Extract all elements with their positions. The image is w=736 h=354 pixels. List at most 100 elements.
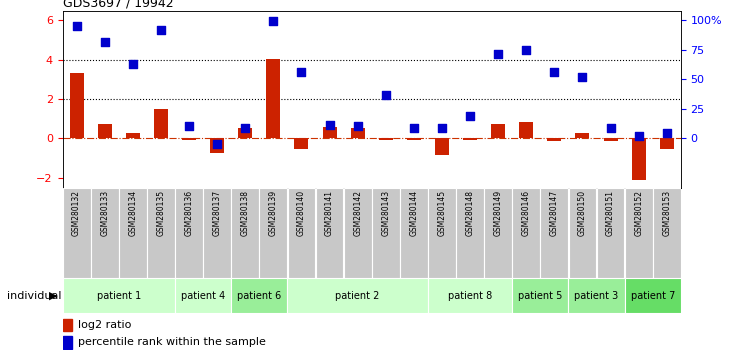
Point bbox=[239, 125, 251, 131]
Bar bbox=[625, 278, 681, 313]
Text: GSM280143: GSM280143 bbox=[381, 190, 390, 236]
Text: GSM280145: GSM280145 bbox=[437, 190, 447, 236]
Bar bbox=[350, 128, 364, 138]
Bar bbox=[463, 138, 477, 141]
Bar bbox=[203, 188, 231, 278]
Point bbox=[661, 130, 673, 136]
Point bbox=[436, 125, 447, 131]
Point bbox=[71, 23, 82, 29]
Bar bbox=[231, 278, 287, 313]
Text: GSM280150: GSM280150 bbox=[578, 190, 587, 236]
Text: GSM280152: GSM280152 bbox=[634, 190, 643, 236]
Text: GSM280134: GSM280134 bbox=[128, 190, 138, 236]
Text: GSM280139: GSM280139 bbox=[269, 190, 277, 236]
Bar bbox=[400, 188, 428, 278]
Bar bbox=[231, 188, 259, 278]
Point bbox=[548, 69, 560, 74]
Bar bbox=[519, 122, 534, 138]
Text: GSM280142: GSM280142 bbox=[353, 190, 362, 236]
Point bbox=[408, 125, 420, 131]
Bar bbox=[512, 188, 540, 278]
Bar bbox=[210, 138, 224, 153]
Bar bbox=[63, 336, 72, 349]
Bar bbox=[266, 59, 280, 138]
Bar bbox=[70, 73, 84, 138]
Text: GSM280148: GSM280148 bbox=[466, 190, 475, 236]
Text: ▶: ▶ bbox=[49, 291, 58, 301]
Bar bbox=[407, 138, 421, 140]
Point bbox=[296, 69, 308, 74]
Text: patient 6: patient 6 bbox=[237, 291, 281, 301]
Bar bbox=[344, 188, 372, 278]
Bar bbox=[98, 124, 112, 138]
Point bbox=[520, 47, 532, 53]
Bar bbox=[316, 188, 344, 278]
Text: patient 4: patient 4 bbox=[181, 291, 225, 301]
Bar bbox=[379, 138, 393, 141]
Bar bbox=[512, 278, 568, 313]
Text: GSM280137: GSM280137 bbox=[213, 190, 222, 236]
Bar bbox=[91, 188, 118, 278]
Bar bbox=[287, 278, 428, 313]
Bar bbox=[322, 127, 336, 138]
Bar bbox=[604, 138, 618, 141]
Text: GSM280149: GSM280149 bbox=[494, 190, 503, 236]
Text: patient 1: patient 1 bbox=[96, 291, 141, 301]
Point bbox=[155, 28, 167, 33]
Text: GDS3697 / 19942: GDS3697 / 19942 bbox=[63, 0, 173, 10]
Text: GSM280135: GSM280135 bbox=[157, 190, 166, 236]
Point bbox=[183, 123, 195, 129]
Point bbox=[267, 19, 279, 24]
Text: patient 7: patient 7 bbox=[631, 291, 675, 301]
Bar bbox=[568, 188, 596, 278]
Point bbox=[127, 61, 138, 67]
Bar bbox=[238, 128, 252, 138]
Text: GSM280153: GSM280153 bbox=[662, 190, 671, 236]
Text: GSM280147: GSM280147 bbox=[550, 190, 559, 236]
Text: GSM280151: GSM280151 bbox=[606, 190, 615, 236]
Bar bbox=[631, 138, 645, 180]
Bar bbox=[126, 133, 140, 138]
Text: GSM280144: GSM280144 bbox=[409, 190, 418, 236]
Text: patient 3: patient 3 bbox=[574, 291, 619, 301]
Bar bbox=[568, 278, 625, 313]
Point bbox=[464, 113, 476, 119]
Bar bbox=[435, 138, 449, 155]
Bar bbox=[259, 188, 287, 278]
Bar bbox=[576, 133, 590, 138]
Bar bbox=[540, 188, 568, 278]
Bar bbox=[175, 188, 203, 278]
Text: patient 2: patient 2 bbox=[336, 291, 380, 301]
Bar bbox=[653, 188, 681, 278]
Point bbox=[324, 122, 336, 128]
Point bbox=[380, 92, 392, 98]
Bar bbox=[175, 278, 231, 313]
Text: GSM280141: GSM280141 bbox=[325, 190, 334, 236]
Point bbox=[211, 142, 223, 147]
Text: GSM280140: GSM280140 bbox=[297, 190, 306, 236]
Bar bbox=[63, 319, 72, 331]
Bar bbox=[154, 109, 168, 138]
Point bbox=[99, 39, 110, 45]
Text: patient 5: patient 5 bbox=[518, 291, 562, 301]
Text: GSM280136: GSM280136 bbox=[185, 190, 194, 236]
Bar bbox=[597, 188, 624, 278]
Text: GSM280146: GSM280146 bbox=[522, 190, 531, 236]
Point bbox=[576, 75, 588, 80]
Bar bbox=[625, 188, 653, 278]
Bar bbox=[63, 278, 175, 313]
Bar bbox=[659, 138, 673, 149]
Text: GSM280133: GSM280133 bbox=[100, 190, 109, 236]
Point bbox=[492, 51, 504, 57]
Bar bbox=[428, 188, 456, 278]
Point bbox=[605, 125, 617, 131]
Bar bbox=[182, 138, 196, 140]
Text: log2 ratio: log2 ratio bbox=[78, 320, 132, 330]
Point bbox=[633, 134, 645, 139]
Text: GSM280138: GSM280138 bbox=[241, 190, 250, 236]
Text: individual: individual bbox=[7, 291, 62, 301]
Point bbox=[352, 124, 364, 129]
Bar bbox=[63, 188, 91, 278]
Bar bbox=[147, 188, 175, 278]
Bar bbox=[491, 124, 505, 138]
